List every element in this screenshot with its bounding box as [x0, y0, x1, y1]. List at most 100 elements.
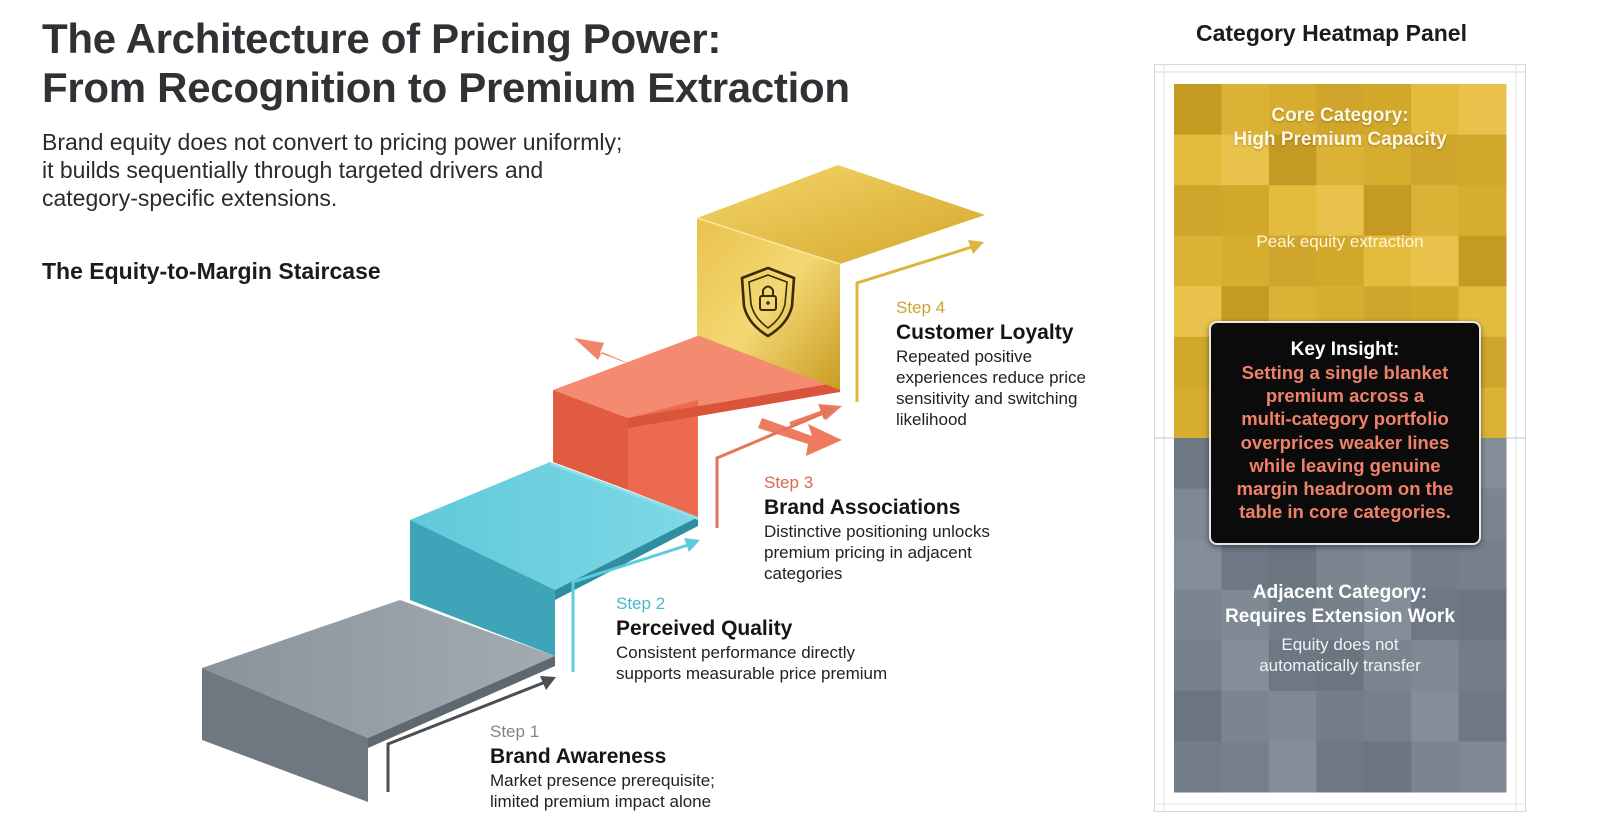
connector-arrow-step-1 [386, 676, 556, 792]
step-4-desc-line-2: experiences reduce price [896, 368, 1086, 387]
heatmap-cell-adjacent [1458, 640, 1507, 692]
heatmap-cell-core [1316, 134, 1365, 186]
heatmap-cell-core [1174, 185, 1222, 237]
adjacent-category-subtitle: Equity does not automatically transfer [1154, 634, 1526, 676]
heatmap-cell-adjacent [1174, 640, 1222, 692]
heatmap-cell-adjacent [1316, 640, 1365, 692]
step-2-name: Perceived Quality [616, 617, 793, 640]
step-3-text: Step 3 Brand Associations Distinctive po… [764, 472, 990, 584]
step-2-desc-line-2: supports measurable price premium [616, 664, 888, 683]
adjacent-category-title-line-2: Requires Extension Work [1225, 606, 1455, 627]
heatmap-cell-adjacent [1221, 690, 1270, 742]
heatmap-cell-core [1316, 235, 1365, 287]
heatmap-cell-adjacent [1363, 741, 1412, 793]
step-1-desc-line-1: Market presence prerequisite; [490, 771, 715, 790]
step-3-desc-line-3: categories [764, 564, 843, 583]
key-insight-line-3: multi-category portfolio [1241, 408, 1449, 430]
heatmap-cell-adjacent [1174, 539, 1222, 591]
step-4-text: Step 4 Customer Loyalty Repeated positiv… [896, 297, 1086, 430]
heatmap-cell-adjacent [1268, 690, 1317, 742]
heatmap-cell-core [1411, 185, 1460, 237]
subtitle-line-3: category-specific extensions. [42, 185, 338, 211]
heatmap-cell-adjacent [1411, 741, 1460, 793]
step-4-desc-line-3: sensitivity and switching [896, 389, 1078, 408]
heatmap-cell-core [1221, 235, 1270, 287]
step-3-desc-line-1: Distinctive positioning unlocks [764, 522, 990, 541]
heatmap-cell-core [1316, 84, 1365, 136]
heatmap-cell-adjacent [1316, 589, 1365, 641]
heatmap-cell-adjacent [1316, 690, 1365, 742]
connector-arrow-step-2 [571, 538, 700, 672]
heatmap-cell-adjacent [1411, 640, 1460, 692]
heatmap-cell-adjacent [1411, 690, 1460, 742]
heatmap-cell-adjacent [1363, 539, 1412, 591]
key-insight-line-2: premium across a [1265, 385, 1425, 407]
step-2-text: Step 2 Perceived Quality Consistent perf… [616, 593, 887, 684]
step-4-desc-line-1: Repeated positive [896, 347, 1033, 366]
heatmap-cell-adjacent [1316, 539, 1365, 591]
staircase-heading: The Equity-to-Margin Staircase [42, 258, 381, 284]
step-1-block [202, 600, 555, 802]
heatmap-cell-adjacent [1458, 690, 1507, 742]
heatmap-cell-adjacent [1174, 690, 1222, 742]
step-4-name: Customer Loyalty [896, 321, 1074, 344]
key-insight-box: Key Insight: Setting a single blanket pr… [1209, 321, 1481, 545]
adjacent-category-subtitle-line-1: Equity does not [1281, 635, 1399, 654]
heatmap-cell-core [1411, 235, 1460, 287]
heatmap-cell-adjacent [1268, 539, 1317, 591]
key-insight-line-6: margin headroom on the [1236, 478, 1454, 500]
step-4-number: Step 4 [896, 298, 946, 317]
heatmap-cell-adjacent [1221, 589, 1270, 641]
step-2-number: Step 2 [616, 594, 666, 613]
heatmap-cell-core [1174, 235, 1222, 287]
heatmap-cell-core [1268, 134, 1317, 186]
step-2-block [410, 462, 698, 656]
step-1-name: Brand Awareness [490, 745, 667, 768]
subtitle: Brand equity does not convert to pricing… [42, 128, 722, 212]
heatmap-cell-adjacent [1268, 589, 1317, 641]
heatmap-cell-core [1268, 84, 1317, 136]
title-line-1: The Architecture of Pricing Power: [42, 15, 722, 62]
heatmap-cell-adjacent [1174, 589, 1222, 641]
heatmap-cell-core [1458, 84, 1507, 136]
heatmap-cell-core [1174, 134, 1222, 186]
heatmap-cell-core [1268, 185, 1317, 237]
key-insight-line-1: Setting a single blanket [1241, 362, 1449, 383]
subtitle-line-2: it builds sequentially through targeted … [42, 157, 544, 183]
heatmap-cell-core [1411, 134, 1460, 186]
heatmap-cell-core [1458, 185, 1507, 237]
heatmap-cell-core [1221, 185, 1270, 237]
adjacent-category-title-line-1: Adjacent Category: [1252, 582, 1428, 603]
heatmap-cell-core [1458, 235, 1507, 287]
heatmap-cell-core [1458, 134, 1507, 186]
step-2-desc-line-1: Consistent performance directly [616, 643, 856, 662]
core-category-title-line-1: Core Category: [1271, 105, 1409, 126]
step-4-desc-line-4: likelihood [896, 410, 967, 429]
heatmap-cell-core [1411, 84, 1460, 136]
staircase-diagram [202, 165, 985, 802]
title-line-2: From Recognition to Premium Extraction [42, 64, 850, 111]
key-insight-line-4: overprices weaker lines [1240, 431, 1450, 453]
core-category-title-line-2: High Premium Capacity [1233, 129, 1447, 150]
shield-lock-icon [740, 266, 796, 338]
heatmap-cell-adjacent [1363, 690, 1412, 742]
heatmap-cell-core [1316, 185, 1365, 237]
adjacent-category-title: Adjacent Category: Requires Extension Wo… [1154, 581, 1526, 629]
heatmap-cell-adjacent [1411, 589, 1460, 641]
heatmap-cell-core [1221, 84, 1270, 136]
step-1-number: Step 1 [490, 722, 540, 741]
heatmap-cell-adjacent [1458, 539, 1507, 591]
heatmap-cell-adjacent [1221, 640, 1270, 692]
heatmap-cell-adjacent [1221, 741, 1270, 793]
heatmap-cell-adjacent [1221, 539, 1270, 591]
heatmap-cell-core [1363, 134, 1412, 186]
adjacent-category-subtitle-line-2: automatically transfer [1259, 656, 1421, 675]
key-insight-line-7: table in core categories. [1239, 501, 1451, 523]
heatmap-cell-core [1363, 235, 1412, 287]
heatmap-cell-adjacent [1458, 589, 1507, 641]
heatmap-cell-core [1221, 134, 1270, 186]
subtitle-line-1: Brand equity does not convert to pricing… [42, 129, 623, 155]
heatmap-cell-adjacent [1363, 589, 1412, 641]
category-heatmap-panel: Core Category: High Premium Capacity Pea… [1154, 64, 1526, 812]
panel-title: Category Heatmap Panel [1196, 20, 1467, 46]
